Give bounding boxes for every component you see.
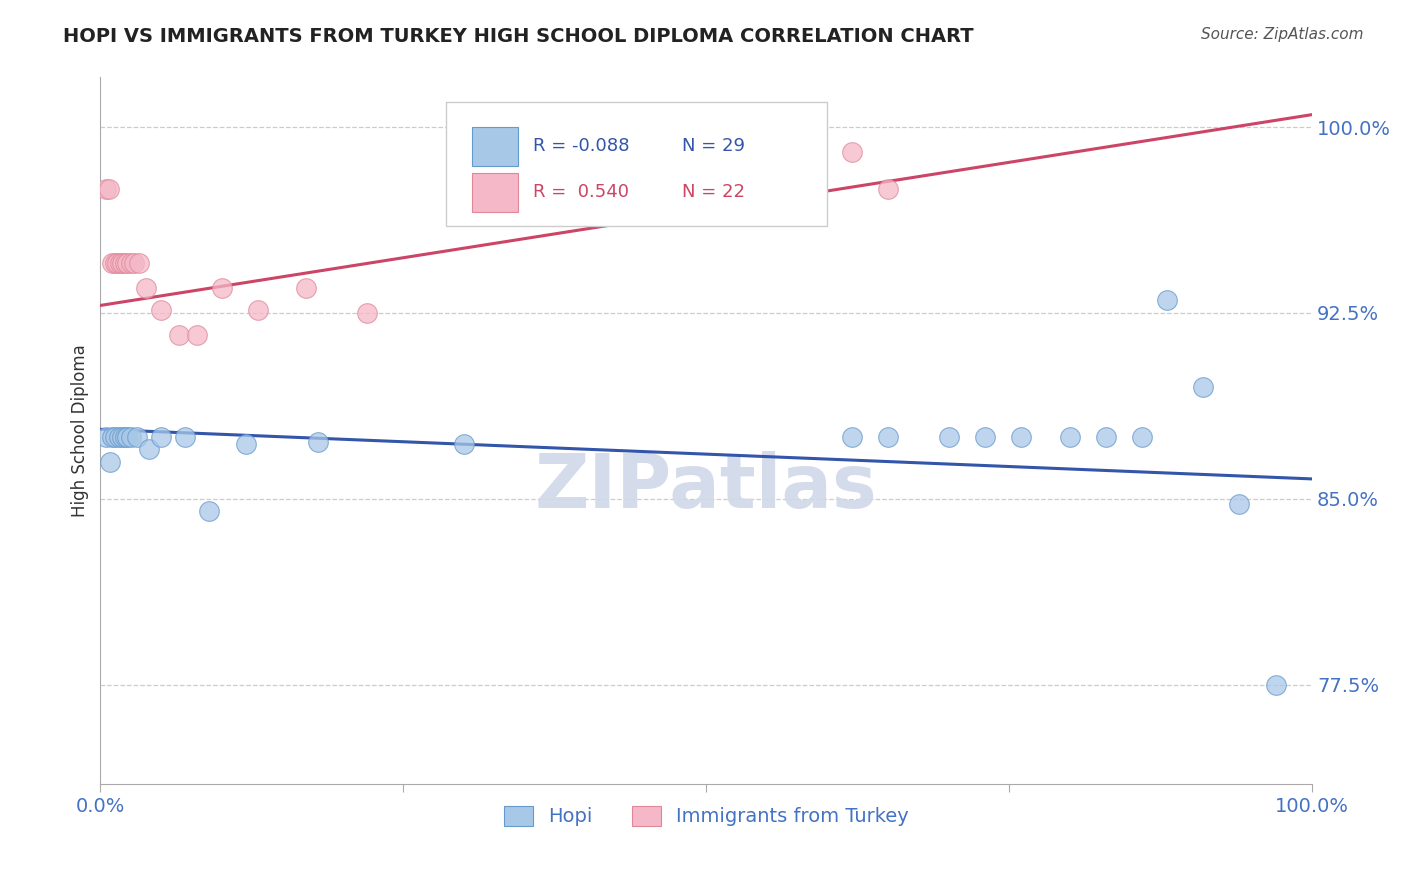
Point (149, 303, 172, 318)
FancyBboxPatch shape (472, 127, 519, 166)
Point (98, 454, 121, 468)
Point (308, 434, 330, 449)
Point (246, 303, 269, 318)
Text: R =  0.540: R = 0.540 (533, 183, 628, 201)
Point (877, 430, 900, 444)
Point (96, 430, 118, 444)
Point (1229, 497, 1251, 511)
Text: N = 22: N = 22 (682, 183, 745, 201)
Point (120, 256, 142, 270)
Point (453, 437, 475, 451)
Point (135, 281, 157, 295)
Point (114, 430, 136, 444)
Point (125, 430, 148, 444)
Point (97, 182, 120, 196)
Point (115, 430, 138, 444)
Point (1059, 430, 1081, 444)
Point (120, 430, 142, 444)
Text: N = 29: N = 29 (682, 137, 745, 155)
FancyBboxPatch shape (446, 103, 827, 226)
Point (186, 328, 208, 343)
Point (138, 442, 160, 457)
Point (174, 430, 197, 444)
Point (107, 430, 129, 444)
Point (841, 430, 863, 444)
Point (149, 430, 172, 444)
Point (1156, 293, 1178, 308)
Point (841, 145, 863, 159)
Point (104, 430, 127, 444)
Point (105, 256, 128, 270)
Point (114, 256, 136, 270)
Point (124, 256, 146, 270)
Point (938, 430, 960, 444)
Point (101, 430, 124, 444)
Text: ZIPatlas: ZIPatlas (534, 450, 877, 524)
Point (295, 281, 318, 295)
Point (104, 256, 127, 270)
Point (111, 430, 134, 444)
Point (111, 256, 134, 270)
Text: Source: ZipAtlas.com: Source: ZipAtlas.com (1201, 27, 1364, 42)
Y-axis label: High School Diploma: High School Diploma (72, 344, 89, 517)
Point (1095, 430, 1118, 444)
Point (167, 328, 190, 343)
Point (96, 182, 118, 196)
FancyBboxPatch shape (472, 173, 519, 211)
Point (974, 430, 997, 444)
Point (235, 437, 257, 451)
Point (1010, 430, 1032, 444)
Point (877, 182, 900, 196)
Legend: Hopi, Immigrants from Turkey: Hopi, Immigrants from Turkey (496, 798, 917, 834)
Point (128, 256, 150, 270)
Point (211, 281, 233, 295)
Point (1132, 430, 1154, 444)
Text: R = -0.088: R = -0.088 (533, 137, 630, 155)
Point (101, 256, 124, 270)
Point (1192, 380, 1215, 394)
Point (1264, 678, 1286, 692)
Point (115, 256, 138, 270)
Text: HOPI VS IMMIGRANTS FROM TURKEY HIGH SCHOOL DIPLOMA CORRELATION CHART: HOPI VS IMMIGRANTS FROM TURKEY HIGH SCHO… (63, 27, 974, 45)
Point (356, 306, 378, 320)
Point (108, 256, 131, 270)
Point (198, 504, 221, 518)
